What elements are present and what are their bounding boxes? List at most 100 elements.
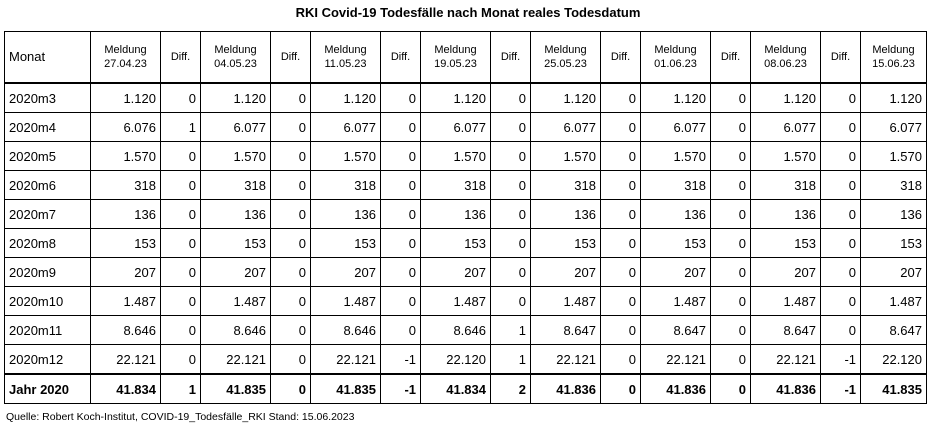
diff-cell: 0 — [160, 344, 201, 375]
diff-cell: 0 — [160, 199, 201, 229]
report-date: 27.04.23 — [104, 58, 147, 70]
count-cell: 6.077 — [860, 112, 927, 142]
diff-cell: 0 — [710, 286, 751, 316]
header-row: Monat Meldung 27.04.23 Diff. Meldung 04.05.2… — [4, 31, 927, 84]
count-cell: 318 — [530, 170, 601, 200]
count-cell: 318 — [750, 170, 821, 200]
month-cell: 2020m7 — [4, 199, 91, 229]
count-cell: 41.835 — [860, 373, 927, 404]
count-cell: 1.120 — [750, 82, 821, 113]
count-cell: 1.570 — [860, 141, 927, 171]
column-header-report: Meldung 15.06.23 — [860, 31, 927, 84]
count-cell: 207 — [200, 257, 271, 287]
count-cell: 1.120 — [860, 82, 927, 113]
report-label: Meldung — [544, 44, 587, 56]
month-cell: Jahr 2020 — [4, 373, 91, 404]
diff-cell: 0 — [490, 286, 531, 316]
count-cell: 318 — [90, 170, 161, 200]
diff-cell: 0 — [160, 82, 201, 113]
count-cell: 1.570 — [90, 141, 161, 171]
diff-cell: 0 — [270, 373, 311, 404]
count-cell: 8.647 — [530, 315, 601, 345]
diff-cell: 0 — [270, 82, 311, 113]
table-row: 2020m6 318 0 318 0 318 0 318 0 318 0 318 0 318 0 318 — [4, 170, 927, 200]
count-cell: 1.120 — [420, 82, 491, 113]
column-header-diff: Diff. — [600, 31, 641, 84]
report-label: Meldung — [324, 44, 367, 56]
report-date: 01.06.23 — [654, 58, 697, 70]
diff-cell: 0 — [270, 286, 311, 316]
count-cell: 1.120 — [530, 82, 601, 113]
diff-cell: 0 — [160, 141, 201, 171]
count-cell: 1.487 — [200, 286, 271, 316]
diff-cell: 0 — [820, 82, 861, 113]
diff-cell: 0 — [600, 344, 641, 375]
diff-cell: 0 — [380, 315, 421, 345]
count-cell: 1.487 — [860, 286, 927, 316]
diff-cell: 0 — [270, 141, 311, 171]
count-cell: 41.834 — [90, 373, 161, 404]
diff-cell: 1 — [490, 315, 531, 345]
report-date: 15.06.23 — [872, 58, 915, 70]
count-cell: 136 — [860, 199, 927, 229]
count-cell: 136 — [90, 199, 161, 229]
diff-cell: 0 — [600, 228, 641, 258]
count-cell: 1.570 — [420, 141, 491, 171]
table-row: 2020m11 8.646 0 8.646 0 8.646 0 8.646 1 8.647 0 8.6… — [4, 315, 927, 345]
report-label: Meldung — [214, 44, 257, 56]
column-header-report: Meldung 19.05.23 — [420, 31, 491, 84]
diff-cell: 0 — [270, 315, 311, 345]
diff-cell: 0 — [160, 315, 201, 345]
diff-cell: 0 — [600, 170, 641, 200]
column-header-report: Meldung 27.04.23 — [90, 31, 161, 84]
table-title: RKI Covid-19 Todesfälle nach Monat reale… — [295, 5, 641, 20]
report-date: 19.05.23 — [434, 58, 477, 70]
diff-cell: -1 — [380, 344, 421, 375]
diff-cell: 0 — [380, 82, 421, 113]
table-row: 2020m7 136 0 136 0 136 0 136 0 136 0 136 0 136 0 136 — [4, 199, 927, 229]
diff-cell: 0 — [710, 112, 751, 142]
count-cell: 1.120 — [640, 82, 711, 113]
diff-cell: 0 — [710, 82, 751, 113]
diff-cell: 0 — [600, 199, 641, 229]
diff-cell: 0 — [380, 199, 421, 229]
count-cell: 6.077 — [200, 112, 271, 142]
column-header-month: Monat — [4, 31, 91, 84]
diff-cell: 0 — [600, 112, 641, 142]
table-row: 2020m5 1.570 0 1.570 0 1.570 0 1.570 0 1.570 0 1.57… — [4, 141, 927, 171]
month-cell: 2020m11 — [4, 315, 91, 345]
count-cell: 1.487 — [90, 286, 161, 316]
diff-cell: 0 — [270, 228, 311, 258]
table-row: 2020m8 153 0 153 0 153 0 153 0 153 0 153 0 153 0 153 — [4, 228, 927, 258]
diff-cell: 0 — [820, 286, 861, 316]
count-cell: 1.487 — [420, 286, 491, 316]
column-header-diff: Diff. — [270, 31, 311, 84]
table-row: 2020m12 22.121 0 22.121 0 22.121 -1 22.120 1 22.1… — [4, 344, 927, 375]
count-cell: 41.836 — [750, 373, 821, 404]
count-cell: 318 — [420, 170, 491, 200]
diff-cell: 0 — [380, 112, 421, 142]
count-cell: 207 — [750, 257, 821, 287]
report-date: 08.06.23 — [764, 58, 807, 70]
count-cell: 318 — [860, 170, 927, 200]
table-row: 2020m4 6.076 1 6.077 0 6.077 0 6.077 0 6.077 0 6.07… — [4, 112, 927, 142]
diff-cell: 0 — [820, 112, 861, 142]
source-note: Quelle: Robert Koch-Institut, COVID-19_T… — [6, 411, 355, 423]
table-row: 2020m10 1.487 0 1.487 0 1.487 0 1.487 0 1.487 0 1.4… — [4, 286, 927, 316]
diff-cell: 0 — [160, 228, 201, 258]
table-row: 2020m9 207 0 207 0 207 0 207 0 207 0 207 0 207 0 207 — [4, 257, 927, 287]
diff-cell: 0 — [820, 257, 861, 287]
count-cell: 8.646 — [200, 315, 271, 345]
count-cell: 1.570 — [200, 141, 271, 171]
diff-cell: 0 — [160, 170, 201, 200]
count-cell: 41.834 — [420, 373, 491, 404]
count-cell: 136 — [420, 199, 491, 229]
count-cell: 6.077 — [640, 112, 711, 142]
month-cell: 2020m5 — [4, 141, 91, 171]
diff-cell: 0 — [600, 315, 641, 345]
diff-cell: 0 — [380, 141, 421, 171]
diff-cell: 1 — [490, 344, 531, 375]
diff-cell: 0 — [820, 170, 861, 200]
diff-cell: 0 — [490, 199, 531, 229]
count-cell: 22.121 — [750, 344, 821, 375]
